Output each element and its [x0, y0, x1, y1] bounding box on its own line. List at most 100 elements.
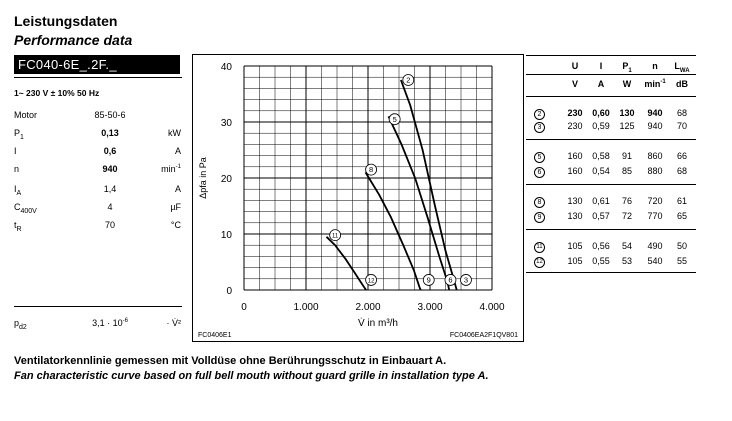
table-cell: 61	[676, 196, 687, 206]
caption-english: Fan characteristic curve based on full b…	[14, 370, 489, 382]
table-cell: 125	[619, 121, 635, 131]
table-cell: 230	[567, 108, 583, 118]
table-cell: 65	[676, 211, 687, 221]
table-unit: V	[571, 79, 578, 89]
chart-footer-left: FC0406E1	[198, 332, 232, 339]
y-tick-label: 0	[226, 286, 232, 297]
pd2-value: 3,1 · 10-6	[92, 318, 128, 328]
chart-frame	[192, 54, 524, 342]
spec-value: 940	[102, 164, 118, 174]
table-divider	[526, 272, 696, 273]
y-axis-label: Δpfa in Pa	[198, 157, 208, 199]
table-cell: 105	[567, 241, 583, 251]
supply-voltage: 1~ 230 V ± 10% 50 Hz	[14, 88, 100, 98]
table-cell: 160	[567, 151, 583, 161]
table-cell: 880	[647, 166, 663, 176]
pd2-unit: · V̇²	[166, 318, 182, 328]
spec-key: C400V	[14, 202, 37, 215]
divider	[14, 77, 182, 78]
spec-value: 0,13	[101, 128, 119, 138]
spec-key: Motor	[14, 110, 38, 120]
spec-unit: µF	[170, 202, 181, 212]
curve-label-circle	[460, 274, 472, 286]
table-header: I	[599, 61, 603, 71]
curve-label-circle	[422, 274, 435, 286]
table-cell: 130	[567, 196, 583, 206]
spec-value: 4	[107, 202, 113, 212]
title-english: Performance data	[14, 32, 133, 48]
table-cell: 0,54	[592, 166, 610, 176]
table-header: n	[652, 61, 658, 71]
curve-label: 11	[332, 234, 339, 240]
row-id-circle: 12	[534, 257, 545, 268]
caption-german: Ventilatorkennlinie gemessen mit Volldüs…	[14, 355, 447, 367]
table-divider	[526, 74, 696, 75]
table-cell: 76	[621, 196, 632, 206]
table-cell: 940	[647, 121, 663, 131]
curve-label-circle	[365, 274, 378, 286]
pd2-row: pd2 3,1 · 10-6 · V̇²	[0, 318, 190, 332]
curve-label: 12	[368, 279, 375, 285]
x-tick-label: 4.000	[479, 302, 504, 313]
table-cell: 53	[621, 256, 632, 266]
table-header: P1	[622, 61, 632, 74]
spec-unit: A	[174, 146, 181, 156]
table-cell: 540	[647, 256, 663, 266]
table-cell: 130	[619, 108, 635, 118]
row-id-circle: 3	[534, 122, 545, 133]
spec-key: n	[14, 164, 20, 174]
table-cell: 130	[567, 211, 583, 221]
curve-label-circle	[329, 229, 342, 242]
table-unit: W	[622, 79, 632, 89]
x-tick-label: 0	[241, 302, 247, 313]
pd2-key: pd2	[14, 318, 27, 331]
y-tick-label: 40	[221, 62, 233, 73]
table-cell: 860	[647, 151, 663, 161]
table-cell: 720	[647, 196, 663, 206]
row-id-circle: 9	[534, 212, 545, 223]
table-divider	[526, 229, 696, 230]
table-unit: dB	[676, 79, 688, 89]
table-unit: min-1	[644, 79, 666, 89]
chart-footer-right: FC0406EA2F1QV801	[450, 332, 518, 339]
table-unit: A	[597, 79, 605, 89]
curve-label: 8	[369, 165, 373, 174]
performance-chart: 0 1.000 2.000 3.000 4.000 0 10 20 30 40 V̇ in m³/h…	[192, 54, 524, 342]
table-divider	[526, 184, 696, 185]
spec-key: IA	[14, 184, 22, 197]
curve-label: 9	[427, 276, 431, 285]
curve-label-circle	[402, 74, 415, 86]
spec-key: tR	[14, 220, 22, 233]
table-cell: 940	[647, 108, 663, 118]
table-cell: 0,59	[592, 121, 610, 131]
x-tick-label: 2.000	[355, 302, 380, 313]
table-cell: 0,55	[592, 256, 610, 266]
table-cell: 105	[567, 256, 583, 266]
table-cell: 91	[621, 151, 632, 161]
table-cell: 230	[567, 121, 583, 131]
title-german: Leistungsdaten	[14, 13, 118, 29]
spec-value: 1,4	[103, 184, 117, 194]
curve-label: 5	[393, 115, 397, 124]
curve-label: 2	[406, 76, 410, 85]
spec-value: 85-50-6	[94, 110, 126, 120]
table-cell: 68	[676, 108, 687, 118]
y-tick-label: 30	[221, 118, 233, 129]
table-cell: 0,57	[592, 211, 610, 221]
model-badge: FC040-6E_.2F._	[14, 55, 180, 74]
spec-value: 0,6	[103, 146, 117, 156]
curve-label-circle	[444, 274, 457, 286]
table-cell: 68	[676, 166, 687, 176]
curve-label-circle	[365, 163, 378, 176]
y-tick-label: 20	[221, 174, 233, 185]
table-cell: 160	[567, 166, 583, 176]
curve-11	[325, 236, 367, 291]
curve-label-circle	[388, 113, 401, 126]
divider	[526, 55, 696, 56]
table-cell: 72	[621, 211, 632, 221]
table-cell: 55	[676, 256, 687, 266]
table-header: U	[571, 61, 579, 71]
row-id-circle: 11	[534, 242, 545, 253]
